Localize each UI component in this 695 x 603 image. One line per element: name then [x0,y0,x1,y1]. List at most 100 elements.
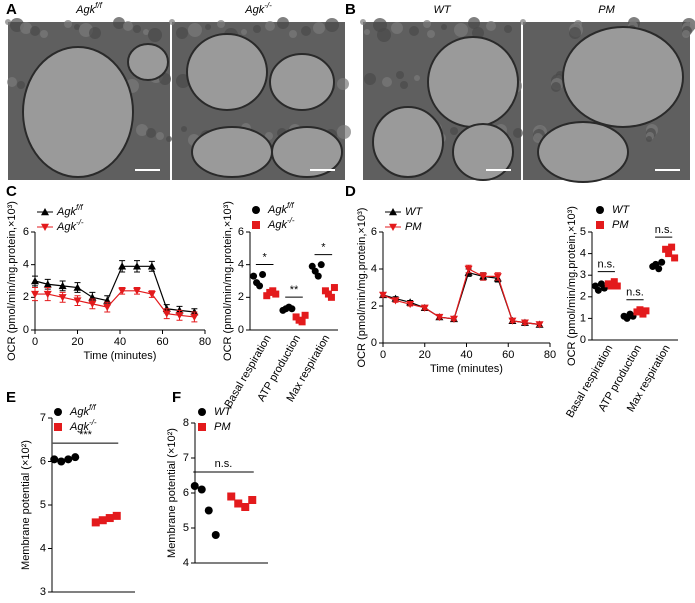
legend-marker [389,208,397,216]
legend-label-main: Agk [56,221,76,233]
point [73,297,82,305]
point [379,291,387,299]
legend-label-main: PM [405,221,422,233]
point [330,284,338,292]
point [147,262,156,270]
legend-label-main: Agk [56,206,76,218]
x-tick-label: 0 [32,336,38,348]
point [112,511,121,520]
mitochondrion [427,36,519,128]
texture [486,21,496,31]
legend-label: Agk-/- [56,218,84,233]
point [464,265,473,273]
legend-label: WT [214,406,232,418]
point [31,290,39,299]
texture [156,132,164,140]
series-line [34,265,195,313]
texture [253,25,261,33]
x-tick-label: 60 [502,349,514,361]
point [190,313,199,321]
point [133,262,141,270]
significance-label: n.s. [597,259,615,271]
point [250,272,258,280]
x-tick-label: 20 [419,349,431,361]
y-tick-label: 7 [183,452,189,464]
point [272,290,280,298]
y-tick-label: 8 [183,417,189,429]
point [391,297,400,305]
point [57,457,66,466]
texture [40,30,48,38]
texture [241,29,247,35]
legend-marker [596,206,604,214]
mitochondrion [372,106,444,178]
significance-label: n.s. [215,458,233,470]
texture [569,27,581,39]
texture [400,81,408,89]
texture [450,127,458,135]
y-tick-label: 2 [371,300,377,312]
y-tick-label: 6 [371,226,377,238]
panel-label: E [6,389,16,406]
legend-label-main: PM [612,219,629,231]
x-tick-label: 20 [71,336,83,348]
y-axis-label: Membrane potential (×10²) [166,428,178,558]
point [43,290,52,299]
texture [454,23,468,37]
texture [146,128,156,138]
legend-label-sup: -/- [76,218,84,227]
y-tick-label: 6 [183,487,189,499]
legend-label: PM [214,421,231,433]
point [479,273,488,281]
legend-label-main: Agk [267,204,287,216]
image-caption: PM [598,4,615,16]
point [256,282,264,290]
point [607,282,615,290]
y-tick-label: 4 [183,557,189,569]
point [610,278,618,286]
y-tick-label: 5 [580,226,586,238]
texture [17,81,25,89]
legend-label-main: WT [612,204,630,216]
y-tick-label: 6 [40,455,46,467]
texture [7,77,17,87]
y-tick-label: 4 [371,263,377,275]
mitochondrion [127,43,169,81]
point [314,272,322,280]
texture [133,25,141,33]
y-tick-label: 5 [183,522,189,534]
y-tick-label: 3 [580,269,586,281]
legend-label: PM [405,221,422,233]
texture [301,26,311,36]
y-tick-label: 4 [238,259,244,271]
significance-label: *** [79,429,93,441]
legend-label-main: Agk [69,406,89,418]
legend-marker [41,208,49,216]
point [31,277,39,285]
texture [5,19,11,25]
y-axis-label: OCR (pmol/min/mg.protein,×10³) [6,201,18,361]
x-tick-label: 0 [380,349,386,361]
legend-label-main: WT [405,206,423,218]
panel-label: B [345,1,356,18]
point [88,300,97,308]
image-caption: Agkf/f [75,1,102,16]
significance-label: n.s. [626,287,644,299]
x-tick-label: 40 [460,349,472,361]
point [259,270,267,278]
point [613,282,621,290]
legend-marker [252,221,260,229]
point [655,265,663,273]
legend-label-main: Agk [267,219,287,231]
texture [414,75,420,81]
texture [396,71,404,79]
point [317,261,325,269]
texture [364,29,370,35]
point [227,492,236,501]
point [91,518,100,527]
texture [520,19,526,25]
texture [382,77,392,87]
image-caption: WT [433,4,451,16]
point [636,306,644,314]
point [671,254,679,262]
